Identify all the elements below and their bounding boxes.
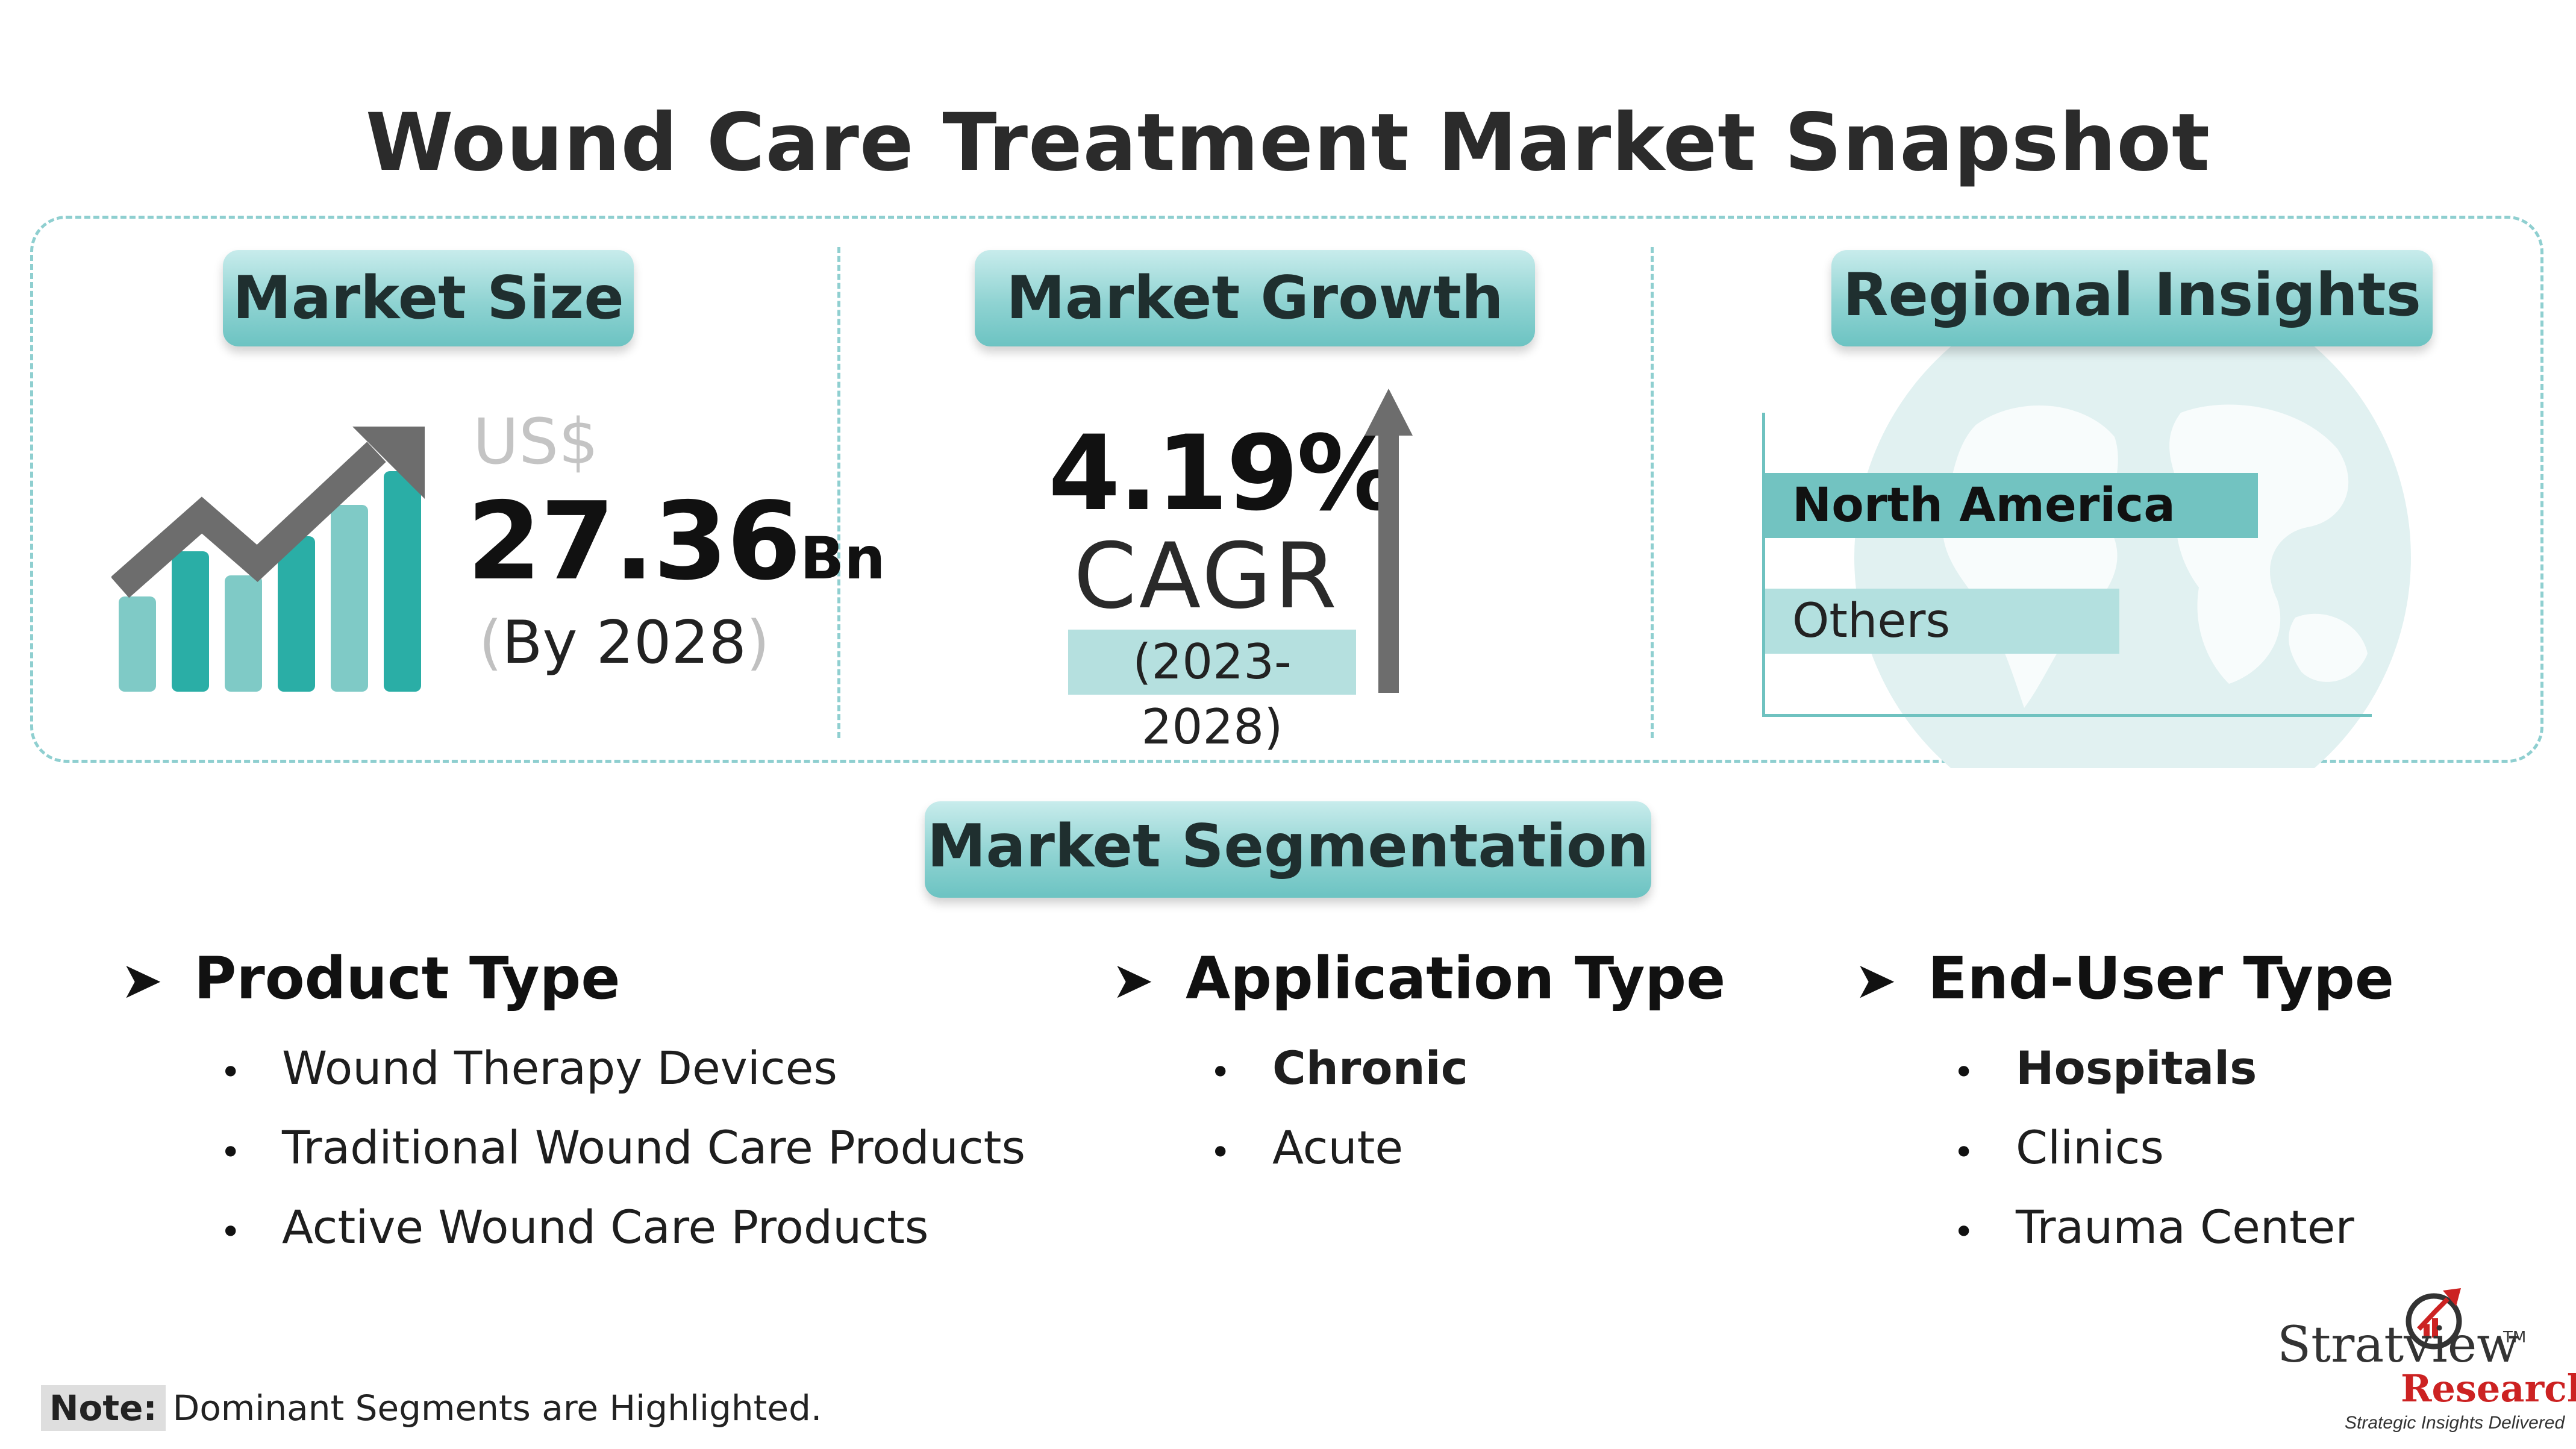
section-divider: [837, 247, 840, 738]
region-bar-others: Others: [1765, 589, 2119, 654]
year-label: By 2028: [502, 609, 747, 677]
bullet-icon: •: [1210, 1051, 1231, 1094]
market-segmentation-header: Market Segmentation: [925, 801, 1651, 898]
chart-bar: [172, 551, 209, 692]
chart-bar: [331, 505, 368, 692]
bullet-icon: •: [1953, 1051, 1975, 1094]
snapshot-panel: [30, 216, 2543, 763]
logo-name: Stratview: [2277, 1316, 2519, 1374]
market-size-unit: Bn: [800, 525, 886, 592]
market-size-value: 27.36Bn: [467, 479, 886, 604]
bullet-icon: •: [220, 1211, 242, 1253]
globe-icon: [1854, 346, 2411, 768]
segment-item: Wound Therapy Devices: [282, 1041, 837, 1095]
market-size-number: 27.36: [467, 479, 801, 604]
segment-title-product-type: Product Type: [194, 945, 621, 1012]
currency-label: US$: [473, 405, 599, 478]
chart-bar: [225, 575, 262, 692]
bullet-icon: •: [220, 1051, 242, 1094]
regional-insights-header: Regional Insights: [1831, 250, 2433, 346]
region-bar-north-america: North America: [1765, 473, 2258, 538]
logo-icon: [2406, 1288, 2462, 1350]
trend-arrowhead: [352, 427, 425, 499]
arrow-bullet-icon: ➤: [120, 951, 163, 1010]
cagr-value: 4.19%: [1048, 413, 1401, 534]
arrow-bullet-icon: ➤: [1111, 951, 1154, 1010]
paren-close: ): [746, 609, 770, 677]
chart-y-axis: [1762, 413, 1765, 717]
segment-title-end-user-type: End-User Type: [1928, 945, 2394, 1012]
market-size-year: (By 2028): [479, 609, 769, 677]
segment-item: Traditional Wound Care Products: [282, 1121, 1026, 1174]
segment-item: Acute: [1272, 1121, 1404, 1174]
page-title: Wound Care Treatment Market Snapshot: [365, 96, 2211, 189]
bullet-icon: •: [1953, 1211, 1975, 1253]
segment-item: Clinics: [2016, 1121, 2164, 1174]
market-size-header: Market Size: [223, 250, 634, 346]
logo-sub: Research: [2401, 1366, 2576, 1410]
chart-bar: [119, 596, 156, 692]
chart-bar: [384, 471, 421, 692]
segment-title-application-type: Application Type: [1186, 945, 1726, 1012]
bullet-icon: •: [220, 1131, 242, 1174]
chart-x-axis: [1762, 714, 2372, 717]
up-arrow-icon: [1365, 389, 1413, 693]
cagr-label: CAGR: [1074, 524, 1340, 629]
chart-bar: [278, 536, 315, 692]
paren-open: (: [479, 609, 502, 677]
market-growth-header: Market Growth: [975, 250, 1535, 346]
segment-item: Trauma Center: [2016, 1200, 2354, 1254]
footnote: Note: Dominant Segments are Highlighted.: [41, 1385, 822, 1431]
segment-item: Active Wound Care Products: [282, 1200, 929, 1254]
trend-line: [111, 442, 386, 598]
note-text: Dominant Segments are Highlighted.: [172, 1388, 822, 1429]
arrow-bullet-icon: ➤: [1854, 951, 1897, 1010]
note-label: Note:: [41, 1385, 166, 1431]
logo-trademark: TM: [2503, 1329, 2527, 1347]
growth-chart-icon: [111, 427, 425, 692]
logo-tagline: Strategic Insights Delivered: [2345, 1413, 2565, 1433]
segment-item-dominant: Hospitals: [2016, 1041, 2257, 1095]
cagr-period: (2023-2028): [1068, 630, 1356, 755]
bullet-icon: •: [1953, 1131, 1975, 1174]
bullet-icon: •: [1210, 1131, 1231, 1174]
section-divider: [1651, 247, 1654, 738]
segment-item-dominant: Chronic: [1272, 1041, 1468, 1095]
